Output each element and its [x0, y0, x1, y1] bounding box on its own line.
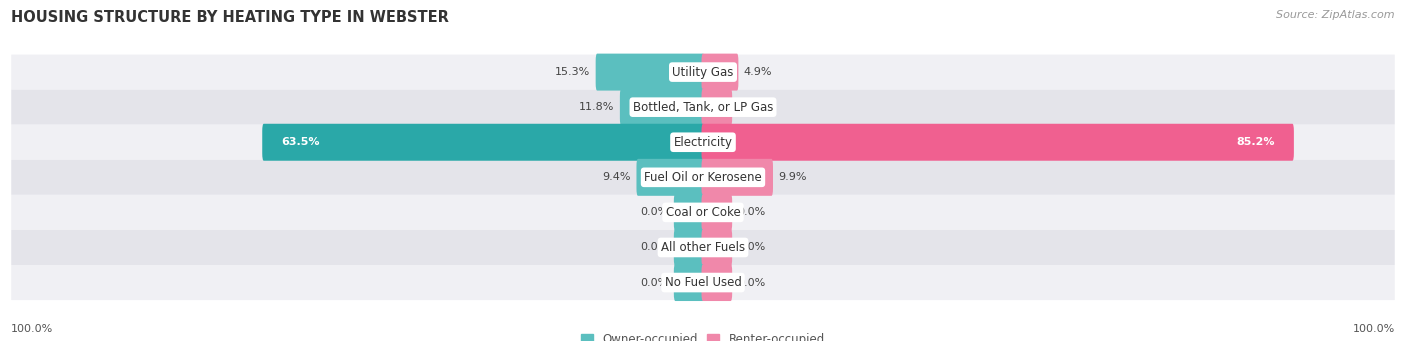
Text: 15.3%: 15.3% [555, 67, 591, 77]
Text: 9.9%: 9.9% [779, 172, 807, 182]
Text: Coal or Coke: Coal or Coke [665, 206, 741, 219]
FancyBboxPatch shape [11, 230, 1395, 265]
Text: 0.0%: 0.0% [738, 242, 766, 252]
Text: Utility Gas: Utility Gas [672, 65, 734, 78]
Text: All other Fuels: All other Fuels [661, 241, 745, 254]
Text: 100.0%: 100.0% [1353, 324, 1395, 334]
Text: 9.4%: 9.4% [603, 172, 631, 182]
FancyBboxPatch shape [11, 195, 1395, 230]
FancyBboxPatch shape [702, 159, 773, 196]
FancyBboxPatch shape [596, 54, 704, 91]
Text: Electricity: Electricity [673, 136, 733, 149]
FancyBboxPatch shape [702, 54, 738, 91]
FancyBboxPatch shape [637, 159, 704, 196]
FancyBboxPatch shape [263, 124, 704, 161]
Text: 0.0%: 0.0% [640, 278, 668, 287]
Text: No Fuel Used: No Fuel Used [665, 276, 741, 289]
Text: HOUSING STRUCTURE BY HEATING TYPE IN WEBSTER: HOUSING STRUCTURE BY HEATING TYPE IN WEB… [11, 10, 449, 25]
FancyBboxPatch shape [11, 160, 1395, 195]
FancyBboxPatch shape [11, 55, 1395, 90]
Legend: Owner-occupied, Renter-occupied: Owner-occupied, Renter-occupied [579, 330, 827, 341]
Text: 11.8%: 11.8% [579, 102, 614, 112]
FancyBboxPatch shape [702, 89, 733, 125]
Text: Source: ZipAtlas.com: Source: ZipAtlas.com [1277, 10, 1395, 20]
FancyBboxPatch shape [673, 264, 704, 301]
FancyBboxPatch shape [702, 264, 733, 301]
Text: 4.9%: 4.9% [744, 67, 772, 77]
FancyBboxPatch shape [11, 265, 1395, 300]
Text: Fuel Oil or Kerosene: Fuel Oil or Kerosene [644, 171, 762, 184]
FancyBboxPatch shape [11, 90, 1395, 125]
Text: 0.0%: 0.0% [738, 102, 766, 112]
Text: 100.0%: 100.0% [11, 324, 53, 334]
Text: Bottled, Tank, or LP Gas: Bottled, Tank, or LP Gas [633, 101, 773, 114]
Text: 85.2%: 85.2% [1237, 137, 1275, 147]
FancyBboxPatch shape [673, 194, 704, 231]
Text: 63.5%: 63.5% [281, 137, 319, 147]
FancyBboxPatch shape [702, 124, 1294, 161]
Text: 0.0%: 0.0% [738, 278, 766, 287]
FancyBboxPatch shape [620, 89, 704, 125]
FancyBboxPatch shape [702, 229, 733, 266]
FancyBboxPatch shape [673, 229, 704, 266]
Text: 0.0%: 0.0% [738, 207, 766, 218]
Text: 0.0%: 0.0% [640, 242, 668, 252]
FancyBboxPatch shape [11, 125, 1395, 160]
FancyBboxPatch shape [702, 194, 733, 231]
Text: 0.0%: 0.0% [640, 207, 668, 218]
